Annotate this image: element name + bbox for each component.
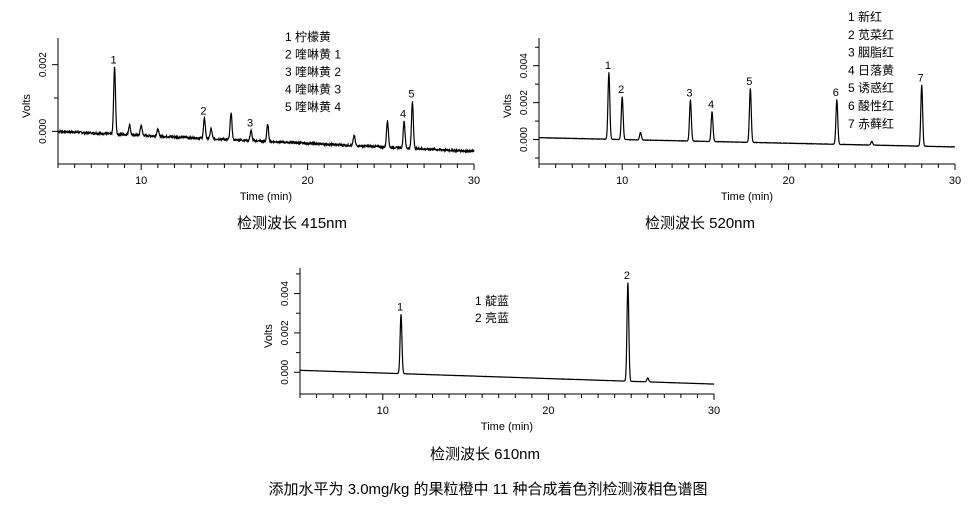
- legend-entry: 2 苋菜红: [848, 27, 894, 42]
- y-tick-label: 0.000: [519, 127, 530, 152]
- legend-entry: 4 喹啉黄 3: [285, 82, 341, 97]
- y-axis-title: Volts: [502, 94, 514, 118]
- y-axis-title: Volts: [263, 324, 275, 348]
- x-tick-label: 10: [135, 175, 147, 187]
- x-axis-title: Time (min): [721, 191, 773, 203]
- peak-label: 6: [833, 87, 839, 99]
- peak-marker: [113, 66, 116, 68]
- x-tick-label: 20: [782, 175, 794, 187]
- peak-label: 5: [746, 76, 752, 88]
- legend-entry: 2 喹啉黄 1: [285, 47, 341, 62]
- chromatogram-trace: [299, 283, 715, 385]
- peak-marker: [157, 128, 159, 131]
- peak-marker: [230, 112, 232, 114]
- legend-entry: 3 喹啉黄 2: [285, 64, 341, 79]
- peak-marker: [627, 282, 629, 284]
- chart-panel-520nm: 10 20 30 0.000 0.002 0.004 Time (min) Volts 12 3 4…: [502, 9, 961, 203]
- peak-marker: [608, 72, 610, 74]
- peak-marker: [210, 128, 212, 130]
- x-tick-label: 20: [542, 405, 554, 417]
- peak-label: 3: [247, 118, 253, 130]
- legend-entry: 1 靛蓝: [475, 294, 509, 308]
- peak-label: 4: [708, 99, 714, 111]
- peak-label: 2: [624, 270, 630, 282]
- peak-marker: [749, 88, 751, 90]
- peak-marker: [250, 130, 252, 132]
- chromatogram-trace: [57, 67, 475, 154]
- peak-label: 7: [918, 72, 924, 84]
- x-tick-label: 30: [949, 175, 961, 187]
- x-tick-label: 10: [377, 405, 389, 417]
- peak-label: 1: [111, 54, 117, 66]
- y-tick-label: 0.000: [280, 359, 291, 384]
- legend-entry: 5 喹啉黄 4: [285, 99, 341, 114]
- x-axis-title: Time (min): [240, 191, 292, 203]
- x-tick-label: 10: [616, 175, 628, 187]
- legend-entry: 3 胭脂红: [848, 45, 894, 60]
- y-tick-label: 0.004: [519, 53, 530, 78]
- legend-entry: 6 酸性红: [848, 98, 894, 113]
- chromatogram-trace: [538, 72, 956, 148]
- peak-label: 4: [400, 108, 406, 120]
- legend-entry: 2 亮蓝: [475, 310, 509, 325]
- peak-marker: [203, 117, 206, 119]
- legend-entry: 1 柠檬黄: [285, 29, 331, 44]
- peak-marker: [921, 84, 923, 86]
- x-tick-label: 30: [468, 175, 480, 187]
- peak-marker: [403, 120, 405, 122]
- y-tick-label: 0.000: [38, 118, 49, 143]
- y-tick-label: 0.002: [280, 320, 291, 345]
- peak-marker: [871, 140, 873, 142]
- peak-marker: [386, 119, 389, 122]
- peak-marker: [836, 99, 838, 101]
- peak-label: 1: [605, 60, 611, 72]
- peak-label: 3: [686, 87, 692, 99]
- legend-entry: 1 新红: [848, 9, 882, 24]
- peak-marker: [353, 134, 355, 137]
- peak-marker: [639, 131, 642, 134]
- figure-caption: 添加水平为 3.0mg/kg 的果粒橙中 11 种合成着色剂检测液相色谱图: [268, 481, 708, 498]
- x-axis-title: Time (min): [481, 421, 533, 433]
- peak-marker: [711, 111, 713, 113]
- caption-610nm: 检测波长 610nm: [429, 446, 541, 463]
- y-tick-label: 0.004: [280, 281, 291, 306]
- peak-marker: [621, 96, 623, 98]
- peak-marker: [411, 101, 414, 103]
- y-tick-label: 0.002: [38, 52, 49, 77]
- legend-entry: 7 赤藓红: [848, 116, 894, 131]
- chart-panel-610nm: 10 20 30 0.000 0.002 0.004 Time (min) Volts 1 2 1 …: [263, 268, 720, 433]
- peak-marker: [267, 124, 269, 126]
- caption-520nm: 检测波长 520nm: [644, 215, 756, 232]
- chart-panel-415nm: 10 20 30 0.000 0.002 Time (min) Volts 1 2 3 45 1 柠檬…: [21, 29, 480, 203]
- peak-label: 2: [618, 84, 624, 96]
- peak-marker: [140, 124, 142, 126]
- legend-entry: 5 诱惑红: [848, 80, 894, 95]
- peak-marker: [128, 124, 131, 126]
- peak-marker: [647, 377, 649, 379]
- peak-marker: [689, 99, 692, 102]
- y-axis-title: Volts: [21, 94, 33, 118]
- x-tick-label: 30: [708, 405, 720, 417]
- x-tick-label: 20: [301, 175, 313, 187]
- peak-label: 1: [397, 302, 403, 314]
- peak-label: 2: [200, 105, 206, 117]
- legend-entry: 4 日落黄: [848, 63, 894, 77]
- y-tick-label: 0.002: [519, 90, 530, 115]
- peak-label: 5: [408, 89, 414, 101]
- caption-415nm: 检测波长 415nm: [236, 215, 348, 232]
- peak-marker: [400, 314, 402, 316]
